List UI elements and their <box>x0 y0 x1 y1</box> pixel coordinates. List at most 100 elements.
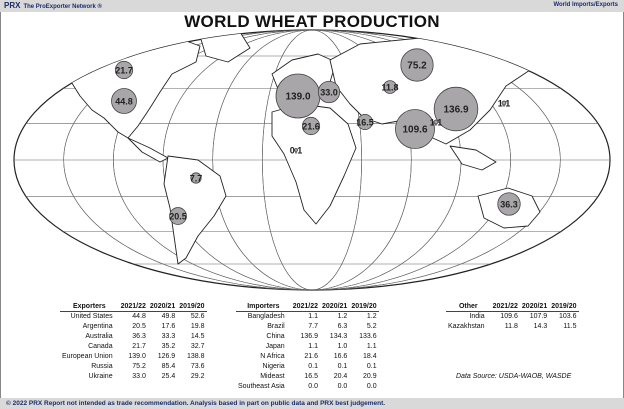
row-label: Russia <box>91 363 113 370</box>
data-source: Data Source: USDA-WAOB, WASDE <box>456 373 572 380</box>
header-bar: PRX The ProExporter Network ® World Impor… <box>0 0 624 12</box>
table-row: Argentina 20.5 17.6 19.8 <box>60 322 207 332</box>
value-cell: 138.8 <box>187 353 205 360</box>
value-cell: 0.0 <box>337 383 348 390</box>
exporters-header-cell: 2020/21 <box>147 301 178 312</box>
value-cell: 21.7 <box>132 343 146 350</box>
bubble-nigeria <box>294 148 298 152</box>
importers-table: Importers 2021/22 2020/21 2019/20 Banglades… <box>236 301 379 392</box>
exporters-header-cell: 2021/22 <box>118 301 148 312</box>
table-row: N Africa 21.6 16.6 18.4 <box>236 352 379 362</box>
exporters-header-cell: 2019/20 <box>177 301 207 312</box>
network-name: The ProExporter Network ® <box>23 4 102 10</box>
chart-title: WORLD WHEAT PRODUCTION <box>184 12 440 31</box>
table-row: Canada 21.7 35.2 32.7 <box>60 342 207 352</box>
bubble-label-brazil: 7.7 <box>190 174 203 184</box>
value-cell: 7.7 <box>308 323 319 330</box>
bubble-label-european-union: 139.0 <box>285 92 310 103</box>
value-cell: 107.9 <box>529 313 548 320</box>
row-label: Australia <box>85 333 113 340</box>
bubble-label-n-africa: 21.6 <box>302 122 320 132</box>
bubble-label-kazakhstan: 11.8 <box>381 83 398 93</box>
value-cell: 21.6 <box>304 353 319 360</box>
central-america-shape <box>127 137 169 163</box>
other-header-cell: 2020/21 <box>519 301 550 312</box>
value-cell: 16.5 <box>304 373 319 380</box>
bubble-canada <box>114 60 134 80</box>
value-cell: 5.2 <box>366 323 377 330</box>
value-cell: 133.6 <box>359 333 377 340</box>
row-label: Bangladesh <box>247 313 285 320</box>
bubble-label-argentina: 20.5 <box>169 212 187 222</box>
bubble-layer: 21.744.8 139.0 33.075.211.8136.91.1109.61.… <box>111 48 521 225</box>
other-header-cell: 2019/20 <box>549 301 579 312</box>
bubble-n-africa <box>301 116 321 136</box>
value-cell: 36.3 <box>132 333 146 340</box>
bubble-united-states <box>111 88 137 114</box>
bubble-label-nigeria: 0.1 <box>290 146 303 156</box>
value-cell: 18.4 <box>363 353 377 360</box>
table-row: Nigeria 0.1 0.1 0.1 <box>236 362 379 372</box>
row-label: Brazil <box>267 323 285 330</box>
value-cell: 20.4 <box>333 373 348 380</box>
brand: PRX The ProExporter Network ® <box>4 1 102 10</box>
other-table: Other 2021/22 2020/21 2019/20 India 109.6 107… <box>446 301 579 332</box>
other-header-row: Other 2021/22 2020/21 2019/20 <box>446 301 579 312</box>
importers-header-cell: Importers <box>236 301 291 312</box>
bubble-label-bangladesh: 1.1 <box>430 118 443 128</box>
value-cell: 33.0 <box>132 373 146 380</box>
value-cell: 19.8 <box>190 323 205 330</box>
table-row: China 136.9 134.3 133.6 <box>236 332 379 342</box>
row-label: Southeast Asia <box>238 383 285 390</box>
value-cell: 20.5 <box>132 323 146 330</box>
value-cell: 0.0 <box>366 383 377 390</box>
africa-shape <box>271 103 357 225</box>
row-label: Mideast <box>260 373 285 380</box>
value-cell: 11.5 <box>563 323 577 330</box>
table-row: Ukraine 33.0 25.4 29.2 <box>60 372 207 382</box>
value-cell: 32.7 <box>190 343 205 350</box>
value-cell: 14.5 <box>190 333 205 340</box>
section-label: World Imports/Exports <box>553 2 618 8</box>
exporters-table: Exporters 2021/22 2020/21 2019/20 United St… <box>60 301 207 382</box>
table-row: European Union 139.0 126.9 138.8 <box>60 352 207 362</box>
bubble-russia <box>400 48 434 82</box>
value-cell: 126.9 <box>157 353 176 360</box>
value-cell: 136.9 <box>300 333 319 340</box>
value-cell: 6.3 <box>337 323 348 330</box>
bubble-australia <box>497 192 521 216</box>
bubble-brazil <box>190 172 202 184</box>
other-header-cell: Other <box>446 301 491 312</box>
value-cell: 85.4 <box>161 363 176 370</box>
exporters-header-row: Exporters 2021/22 2020/21 2019/20 <box>60 301 207 312</box>
southeast-asia-shape <box>449 145 497 171</box>
other-header-cell: 2021/22 <box>490 301 520 312</box>
prx-logo: PRX <box>4 1 21 10</box>
table-row: Japan 1.1 1.0 1.1 <box>236 342 379 352</box>
bubble-label-australia: 36.3 <box>500 200 518 210</box>
value-cell: 35.2 <box>161 343 176 350</box>
disclaimer: © 2022 PRX Report not intended as trade … <box>6 400 386 407</box>
table-row: Bangladesh 1.1 1.2 1.2 <box>236 312 379 323</box>
value-cell: 1.0 <box>337 343 348 350</box>
row-label: Argentina <box>82 323 113 330</box>
value-cell: 16.6 <box>333 353 348 360</box>
value-cell: 139.0 <box>128 353 146 360</box>
value-cell: 134.3 <box>329 333 348 340</box>
value-cell: 1.1 <box>308 313 319 320</box>
value-cell: 29.2 <box>190 373 205 380</box>
table-row: Mideast 16.5 20.4 20.9 <box>236 372 379 382</box>
importers-header-row: Importers 2021/22 2020/21 2019/20 <box>236 301 379 312</box>
footer-bar: © 2022 PRX Report not intended as trade … <box>0 398 624 409</box>
table-row: Brazil 7.7 6.3 5.2 <box>236 322 379 332</box>
row-label: Canada <box>88 343 113 350</box>
bubble-label-india: 109.6 <box>402 125 427 136</box>
bubble-label-japan: 1.1 <box>498 99 511 109</box>
row-label: European Union <box>62 353 113 360</box>
row-label: Japan <box>265 343 285 350</box>
bubble-label-canada: 21.7 <box>115 66 133 76</box>
value-cell: 1.2 <box>366 313 377 320</box>
value-cell: 0.1 <box>308 363 319 370</box>
value-cell: 75.2 <box>132 363 146 370</box>
table-row: Russia 75.2 85.4 73.6 <box>60 362 207 372</box>
